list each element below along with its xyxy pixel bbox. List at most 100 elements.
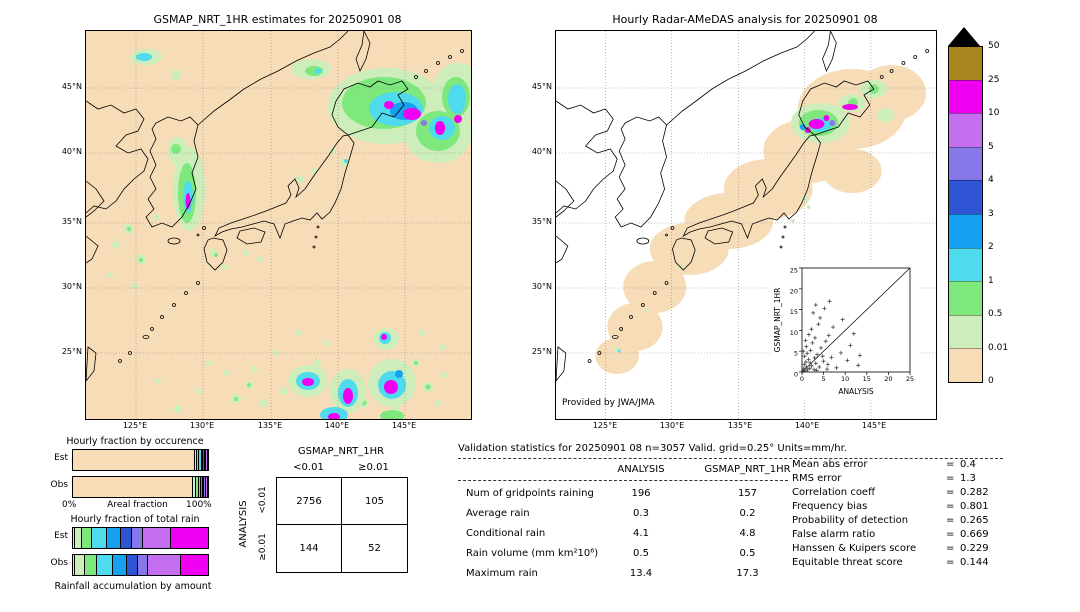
y-tick: 10 — [790, 329, 798, 337]
divider — [458, 480, 788, 481]
stats-header: Validation statistics for 20250901 08 n=… — [458, 443, 847, 454]
scatter-inset: 0 5 10 15 20 25 25 20 15 10 5 0 ANALYSIS… — [770, 262, 920, 400]
total-rain-bar-obs — [72, 554, 209, 576]
lat-tick-label: 40°N — [531, 147, 552, 156]
colorbar-label: 3 — [988, 208, 994, 219]
lon-tick-label: 145°E — [861, 421, 887, 430]
stats-row-label: Rain volume (mm km²10⁶) — [466, 548, 599, 559]
equals-sign: = — [946, 543, 955, 554]
colorbar-label: 50 — [988, 41, 1000, 51]
stats-row-label: Num of gridpoints raining — [466, 488, 594, 499]
stats-analysis-value: 13.4 — [629, 568, 653, 579]
colorbar — [948, 46, 983, 383]
metric-value: 1.3 — [960, 473, 976, 484]
y-tick: 25 — [790, 267, 798, 275]
colorbar-label: 10 — [988, 108, 1000, 118]
stats-row: Maximum rain 13.4 17.3 — [458, 568, 808, 584]
lon-tick-label: 135°E — [257, 421, 283, 430]
radar-precipitation-blobs — [595, 65, 927, 374]
metric-row: Equitable threat score = 0.144 — [792, 557, 989, 568]
equals-sign: = — [946, 473, 955, 484]
stats-row-label: Average rain — [466, 508, 530, 519]
scatter-ylabel: GSMAP_NRT_1HR — [773, 288, 782, 353]
row-label-obs: Obs — [50, 558, 69, 568]
lon-tick-label: 135°E — [727, 421, 753, 430]
metric-label: Equitable threat score — [792, 557, 903, 568]
x-tick: 15 — [863, 375, 871, 383]
lon-tick-label: 125°E — [592, 421, 618, 430]
contingency-row-header: ≥0.01 — [258, 533, 268, 561]
metric-value: 0.282 — [960, 487, 989, 498]
metric-value: 0.669 — [960, 529, 989, 540]
lat-tick-label: 45°N — [531, 82, 552, 91]
x-tick: 10 — [841, 375, 849, 383]
colorbar-label: 0.01 — [988, 342, 1009, 353]
lat-tick-label: 45°N — [61, 82, 82, 91]
gsmap-precip-map — [85, 30, 472, 420]
lat-tick-label: 40°N — [61, 147, 82, 156]
divider — [458, 458, 1003, 459]
stats-gsmap-value: 4.8 — [739, 528, 756, 539]
equals-sign: = — [946, 529, 955, 540]
metric-label: Correlation coeff — [792, 487, 875, 498]
equals-sign: = — [946, 557, 955, 568]
equals-sign: = — [946, 501, 955, 512]
contingency-row-header: <0.01 — [258, 486, 268, 514]
metric-row: False alarm ratio = 0.669 — [792, 529, 989, 540]
stats-row: Rain volume (mm km²10⁶) 0.5 0.5 — [458, 548, 808, 564]
total-rain-title: Hourly fraction of total rain — [70, 514, 200, 525]
stats-gsmap-value: 17.3 — [736, 568, 759, 579]
contingency-col-header: ≥0.01 — [358, 462, 389, 473]
contingency-column-group-title: GSMAP_NRT_1HR — [297, 446, 385, 457]
y-tick: 15 — [790, 308, 798, 316]
metric-label: Frequency bias — [792, 501, 868, 512]
lon-tick-label: 125°E — [122, 421, 148, 430]
stats-row-label: Maximum rain — [466, 568, 538, 579]
metric-value: 0.4 — [960, 459, 976, 470]
colorbar-label: 1 — [988, 275, 994, 286]
lon-tick-label: 140°E — [324, 421, 350, 430]
scatter-points — [800, 299, 862, 374]
contingency-cell: 52 — [368, 543, 381, 554]
metric-label: RMS error — [792, 473, 842, 484]
equals-sign: = — [946, 459, 955, 470]
row-label-est: Est — [54, 453, 68, 463]
y-tick: 20 — [790, 287, 798, 295]
lon-tick-label: 130°E — [189, 421, 215, 430]
stats-col-header-analysis: ANALYSIS — [617, 464, 665, 475]
metric-value: 0.144 — [960, 557, 989, 568]
contingency-cell: 105 — [342, 478, 407, 525]
stats-gsmap-value: 0.2 — [739, 508, 756, 519]
metric-label: Probability of detection — [792, 515, 909, 526]
x-tick: 20 — [884, 375, 892, 383]
metric-value: 0.229 — [960, 543, 989, 554]
occurrence-bar-est — [72, 449, 209, 471]
x-tick: 25 — [906, 375, 914, 383]
total-rain-bar-est — [72, 527, 209, 549]
stats-gsmap-value: 157 — [737, 488, 758, 499]
stats-col-header-gsmap: GSMAP_NRT_1HR — [704, 464, 791, 475]
lat-tick-label: 25°N — [531, 347, 552, 356]
lat-tick-label: 30°N — [531, 282, 552, 291]
contingency-cell: 2756 — [277, 478, 342, 525]
colorbar-label: 2 — [988, 242, 994, 252]
row-label-est: Est — [54, 531, 68, 541]
metric-row: Mean abs error = 0.4 — [792, 459, 976, 470]
metric-row: Hanssen & Kuipers score = 0.229 — [792, 543, 989, 554]
lon-tick-label: 145°E — [391, 421, 417, 430]
stats-row: Average rain 0.3 0.2 — [458, 508, 808, 524]
stats-analysis-value: 196 — [631, 488, 651, 499]
scatter-xlabel: ANALYSIS — [838, 387, 874, 396]
metric-value: 0.265 — [960, 515, 989, 526]
stats-gsmap-value: 0.5 — [739, 548, 756, 559]
equals-sign: = — [946, 515, 955, 526]
axis-min-label: 0% — [62, 500, 77, 510]
lat-tick-label: 30°N — [61, 282, 82, 291]
lat-tick-label: 35°N — [531, 217, 552, 226]
colorbar-label: 25 — [988, 74, 1000, 85]
one-to-one-line — [801, 267, 911, 373]
x-tick: 5 — [822, 375, 826, 383]
occurrence-bar-obs — [72, 476, 209, 498]
axis-max-label: 100% — [186, 500, 212, 510]
